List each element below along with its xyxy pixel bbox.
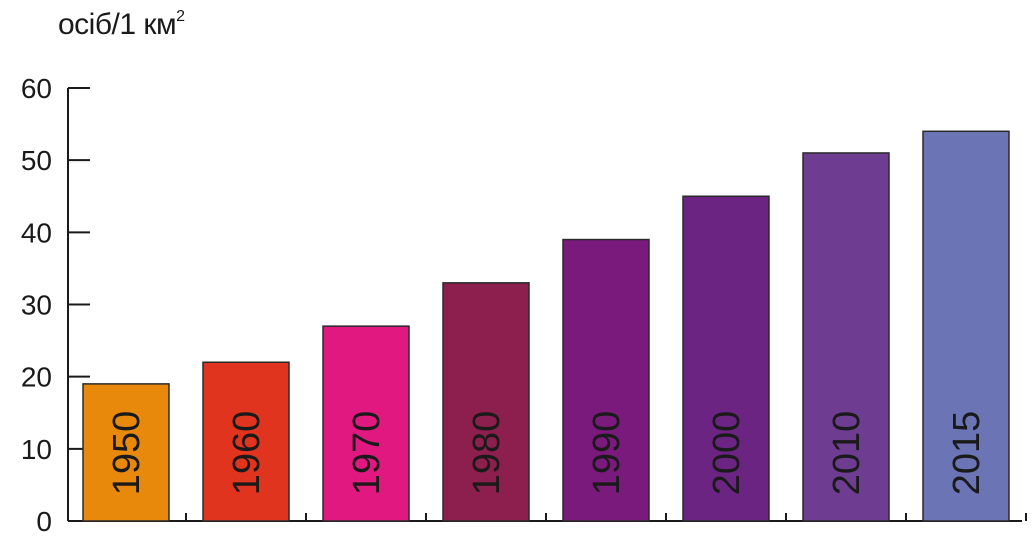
bar xyxy=(322,325,410,522)
bar-category-label: 1980 xyxy=(466,411,508,496)
bar-category-label: 2010 xyxy=(826,411,868,496)
y-tick-label: 20 xyxy=(21,362,52,393)
y-tick-label: 60 xyxy=(21,73,52,104)
bar-category-label: 2000 xyxy=(706,411,748,496)
bar-category-label: 1960 xyxy=(226,411,268,496)
bar xyxy=(562,238,650,522)
y-tick-label: 50 xyxy=(21,145,52,176)
unit-superscript: 2 xyxy=(176,8,185,25)
bar-category-label: 1950 xyxy=(106,411,148,496)
unit-text: осіб/1 км xyxy=(58,8,177,41)
bar xyxy=(442,282,530,522)
bar xyxy=(682,195,770,522)
y-axis-unit-label: осіб/1 км2 xyxy=(58,8,185,42)
bar-category-label: 1990 xyxy=(586,411,628,496)
y-tick-label: 0 xyxy=(36,506,52,537)
y-tick-label: 10 xyxy=(21,434,52,465)
bar xyxy=(802,152,890,522)
bar xyxy=(202,361,290,522)
bar xyxy=(922,130,1010,522)
bar-category-label: 2015 xyxy=(946,411,988,496)
bar-category-label: 1970 xyxy=(346,411,388,496)
y-tick-label: 30 xyxy=(21,290,52,321)
bar xyxy=(82,383,170,522)
y-tick-label: 40 xyxy=(21,217,52,248)
